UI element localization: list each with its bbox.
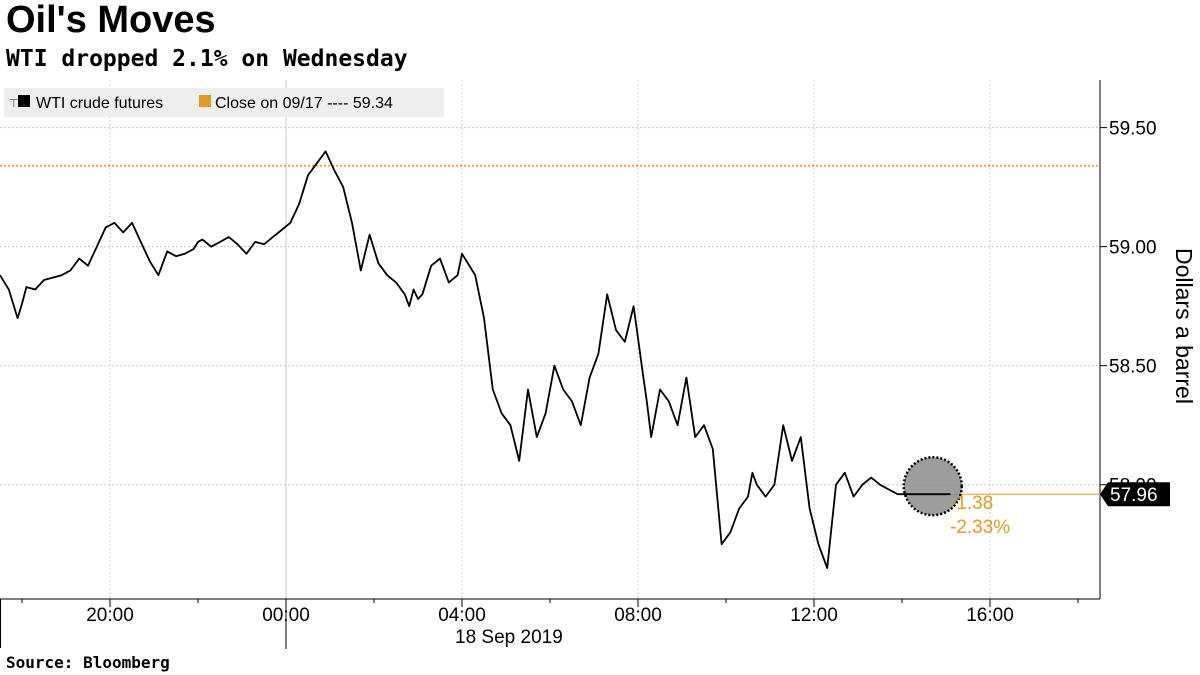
x-tick-label: 00:00 xyxy=(262,605,310,626)
legend-pin-icon: ⊤ xyxy=(9,97,19,110)
y-axis-title: Dollars a barrel xyxy=(1171,248,1197,404)
x-ticks: 20:00 00:00 04:00 08:00 12:00 16:00 xyxy=(21,599,1079,649)
legend-swatch-reference xyxy=(199,95,211,107)
source-note: Source: Bloomberg xyxy=(6,653,170,672)
legend-swatch-series xyxy=(18,95,30,107)
x-tick-label: 08:00 xyxy=(614,605,662,626)
legend-label-reference: Close on 09/17 ---- 59.34 xyxy=(215,95,393,112)
legend-box xyxy=(4,88,444,117)
grid-lines xyxy=(0,80,1100,599)
last-value-label: 57.96 xyxy=(1110,485,1158,506)
series-line-wti xyxy=(0,150,951,569)
y-tick-label: 59.00 xyxy=(1109,238,1157,259)
y-tick-label: 58.50 xyxy=(1109,357,1157,378)
x-tick-label: 16:00 xyxy=(966,605,1014,626)
x-tick-label: 04:00 xyxy=(438,605,486,626)
chart-title: Oil's Moves xyxy=(6,0,216,41)
legend-label-series: WTI crude futures xyxy=(36,95,163,112)
x-axis-title: 18 Sep 2019 xyxy=(455,627,563,648)
last-value-tag xyxy=(1100,482,1170,507)
legend-item-reference: Close on 09/17 ---- 59.34 xyxy=(199,95,393,112)
highlight-circle xyxy=(902,455,964,517)
y-tick-label: 59.50 xyxy=(1109,119,1157,140)
annotation-change: -1.38 xyxy=(950,493,993,514)
x-tick-label: 20:00 xyxy=(86,605,134,626)
x-tick-label: 12:00 xyxy=(790,605,838,626)
chart-subtitle: WTI dropped 2.1% on Wednesday xyxy=(6,46,408,72)
legend-item-series: ⊤ WTI crude futures xyxy=(9,95,163,112)
annotation-change-pct: -2.33% xyxy=(950,517,1010,538)
